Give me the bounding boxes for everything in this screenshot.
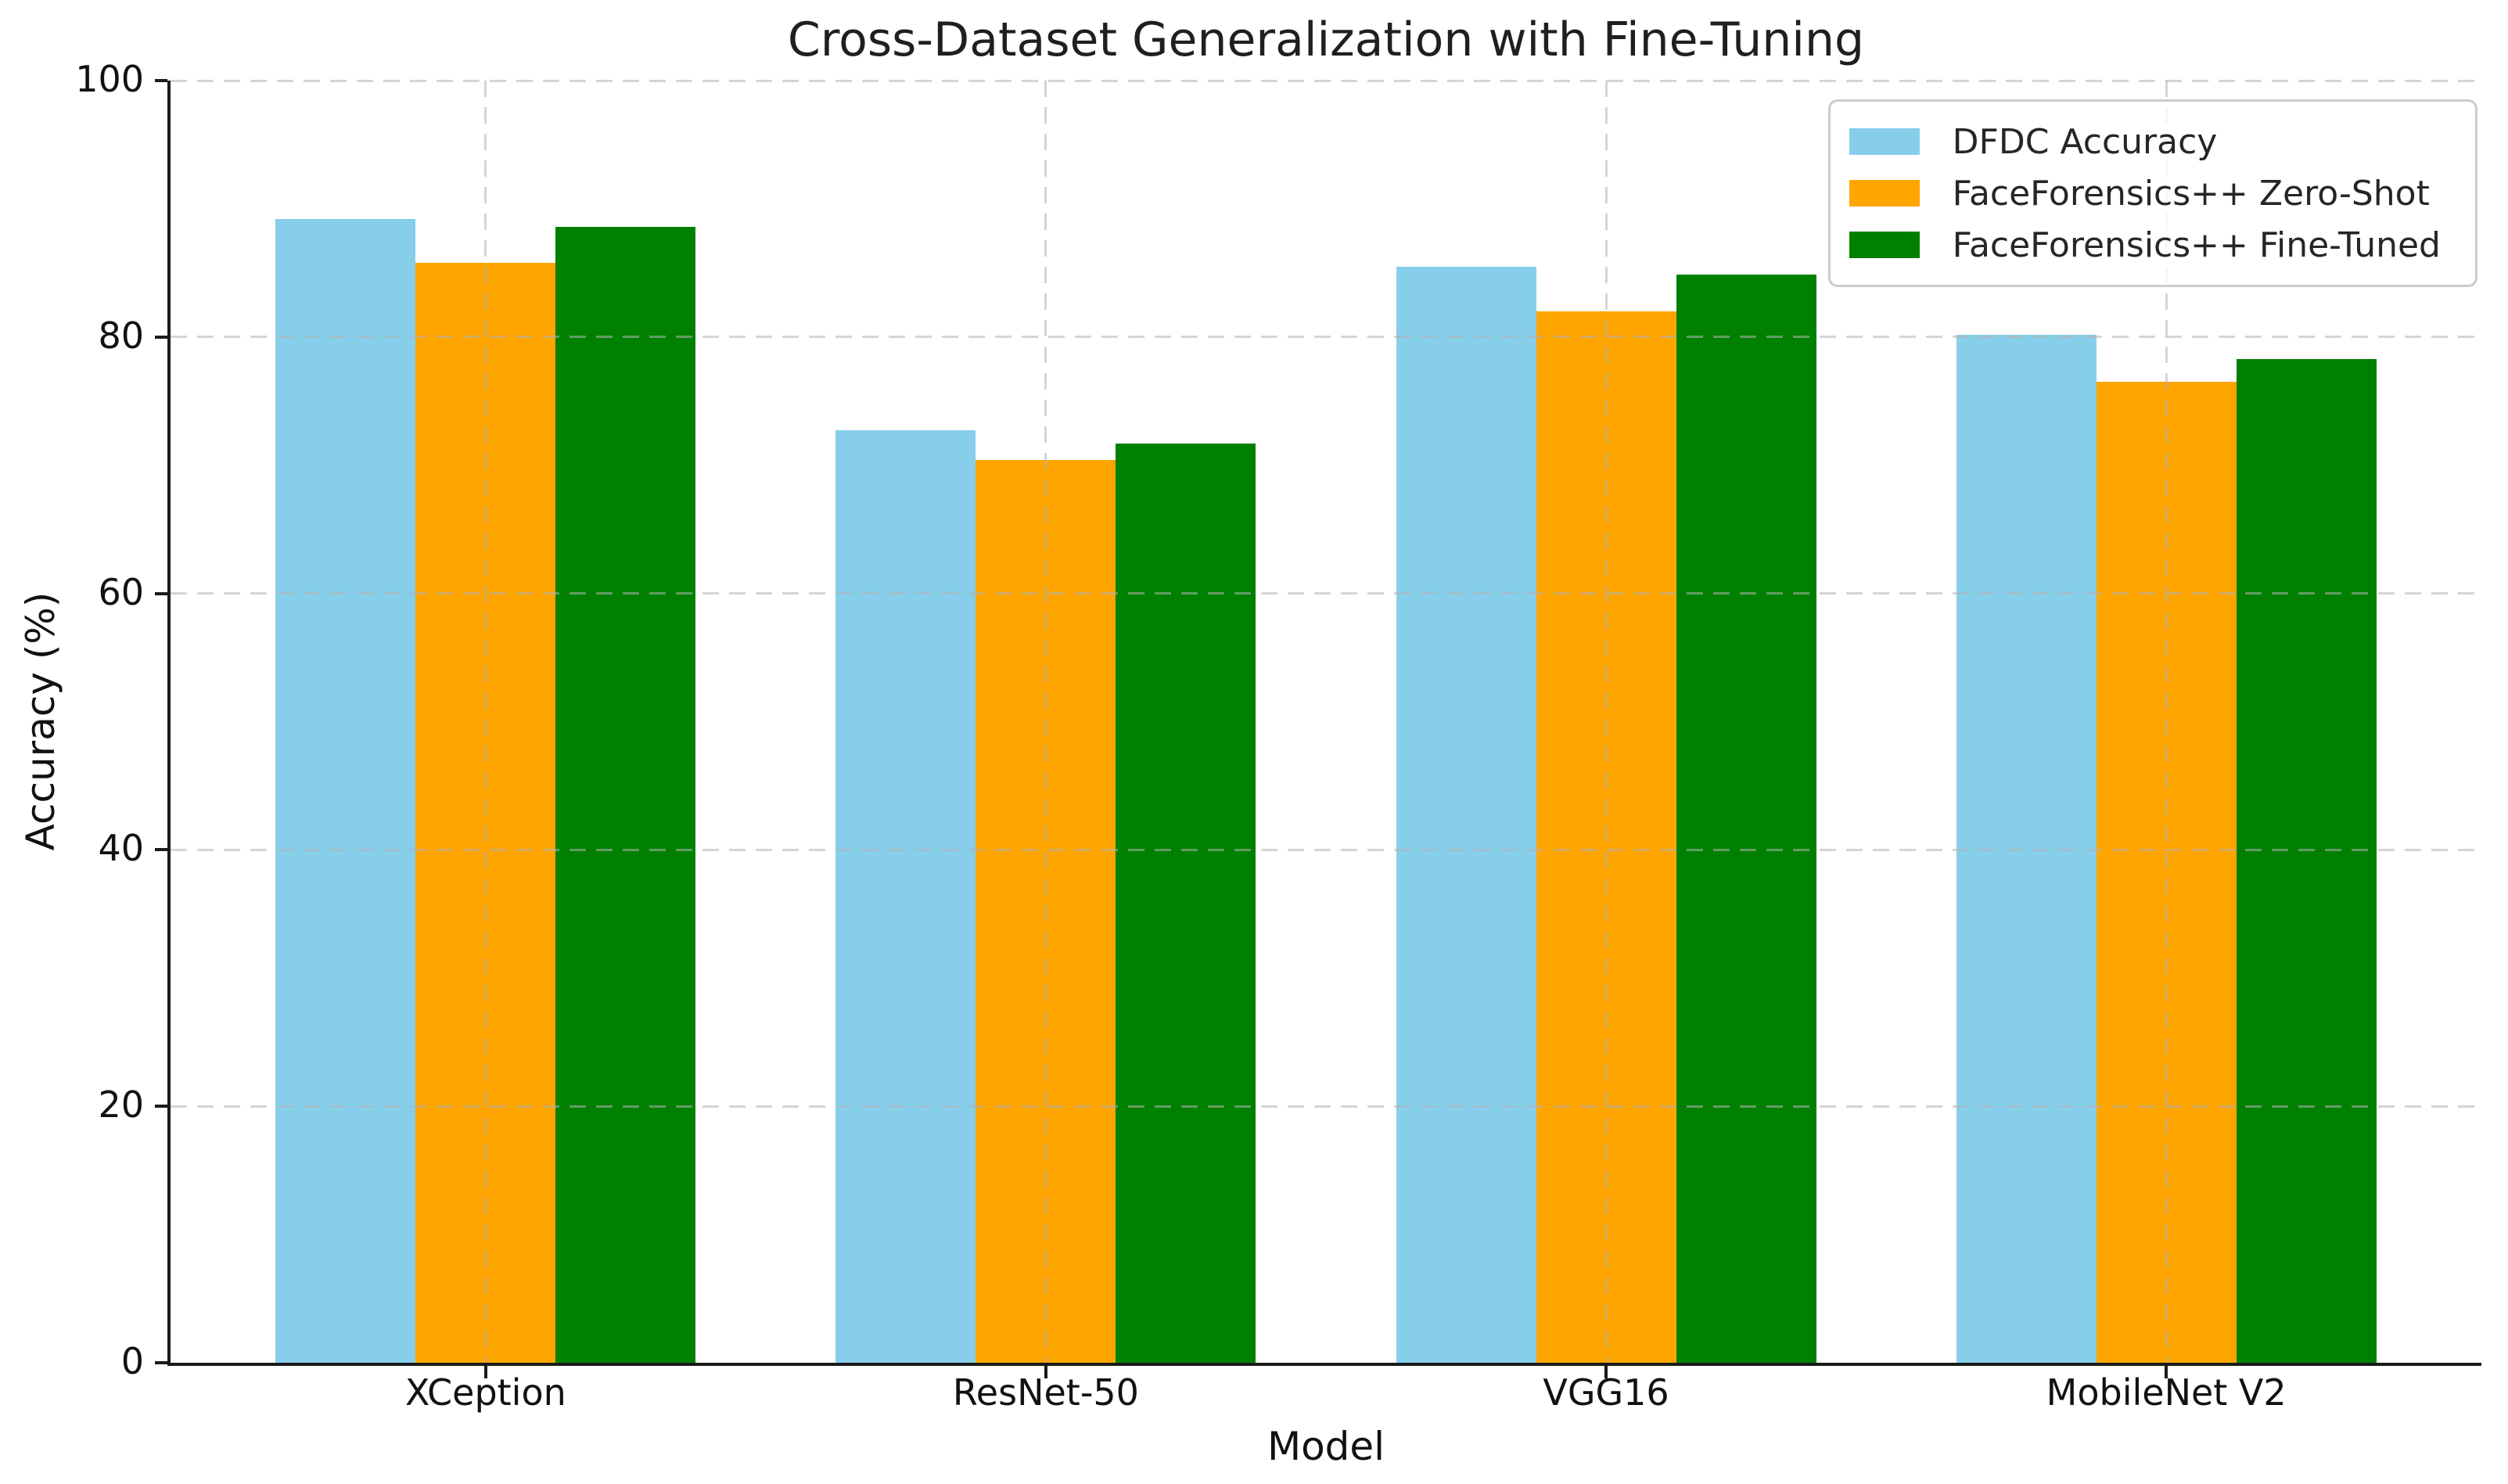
x-tick-1 <box>1044 1366 1047 1378</box>
y-gridline-100 <box>171 79 2481 82</box>
y-tick-0 <box>155 1361 167 1364</box>
x-gridline-3 <box>2165 81 2168 1363</box>
legend-item: DFDC Accuracy <box>1849 116 2441 167</box>
y-tick-100 <box>155 79 167 82</box>
bar-XCeption-FaceForensics++ Fine-Tuned <box>555 226 696 1363</box>
y-axis-spine <box>167 81 171 1366</box>
plot-area <box>167 79 2481 1366</box>
x-gridline-1 <box>1044 81 1047 1363</box>
x-tick-0 <box>483 1366 487 1378</box>
bar-MobileNet V2-DFDC Accuracy <box>1956 334 2097 1363</box>
x-gridline-0 <box>484 81 487 1363</box>
y-gridline-40 <box>171 848 2481 851</box>
legend-swatch-DFDC Accuracy <box>1849 128 1920 155</box>
x-tick-2 <box>1604 1366 1608 1378</box>
bar-ResNet-50-FaceForensics++ Fine-Tuned <box>1116 443 1256 1363</box>
legend-swatch-FaceForensics++ Zero-Shot <box>1849 180 1920 207</box>
legend-item: FaceForensics++ Zero-Shot <box>1849 167 2441 219</box>
bar-ResNet-50-DFDC Accuracy <box>835 430 976 1363</box>
y-tick-label-80: 80 <box>98 314 144 357</box>
bar-VGG16-FaceForensics++ Fine-Tuned <box>1676 274 1816 1363</box>
x-tick-label-1: ResNet-50 <box>952 1371 1139 1414</box>
chart-title: Cross-Dataset Generalization with Fine-T… <box>787 13 1865 67</box>
y-gridline-60 <box>171 592 2481 595</box>
x-tick-label-0: XCeption <box>404 1371 566 1414</box>
legend-label: FaceForensics++ Fine-Tuned <box>1952 225 2441 265</box>
y-tick-label-60: 60 <box>98 570 144 613</box>
legend-label: FaceForensics++ Zero-Shot <box>1952 173 2430 214</box>
y-tick-label-100: 100 <box>75 58 144 100</box>
legend: DFDC Accuracy FaceForensics++ Zero-Shot Fa… <box>1827 99 2477 287</box>
bar-VGG16-DFDC Accuracy <box>1396 266 1536 1363</box>
y-gridline-20 <box>171 1105 2481 1108</box>
x-gridline-2 <box>1604 81 1608 1363</box>
y-axis-label: Accuracy (%) <box>18 591 63 851</box>
y-gridline-80 <box>171 336 2481 339</box>
x-tick-label-2: VGG16 <box>1543 1371 1669 1414</box>
x-tick-label-3: MobileNet V2 <box>2046 1371 2287 1414</box>
y-tick-label-0: 0 <box>120 1340 144 1382</box>
bar-MobileNet V2-FaceForensics++ Fine-Tuned <box>2236 358 2377 1363</box>
legend-item: FaceForensics++ Fine-Tuned <box>1849 219 2441 271</box>
y-tick-80 <box>155 335 167 339</box>
y-tick-label-40: 40 <box>98 827 144 870</box>
y-tick-40 <box>155 848 167 852</box>
y-tick-60 <box>155 591 167 595</box>
legend-label: DFDC Accuracy <box>1952 121 2218 162</box>
x-axis-label: Model <box>1267 1424 1385 1469</box>
bar-XCeption-DFDC Accuracy <box>275 219 416 1363</box>
legend-swatch-FaceForensics++ Fine-Tuned <box>1849 232 1920 258</box>
y-tick-20 <box>155 1105 167 1109</box>
x-tick-3 <box>2165 1366 2168 1378</box>
y-tick-label-20: 20 <box>98 1083 144 1126</box>
x-axis-spine <box>167 1363 2481 1366</box>
